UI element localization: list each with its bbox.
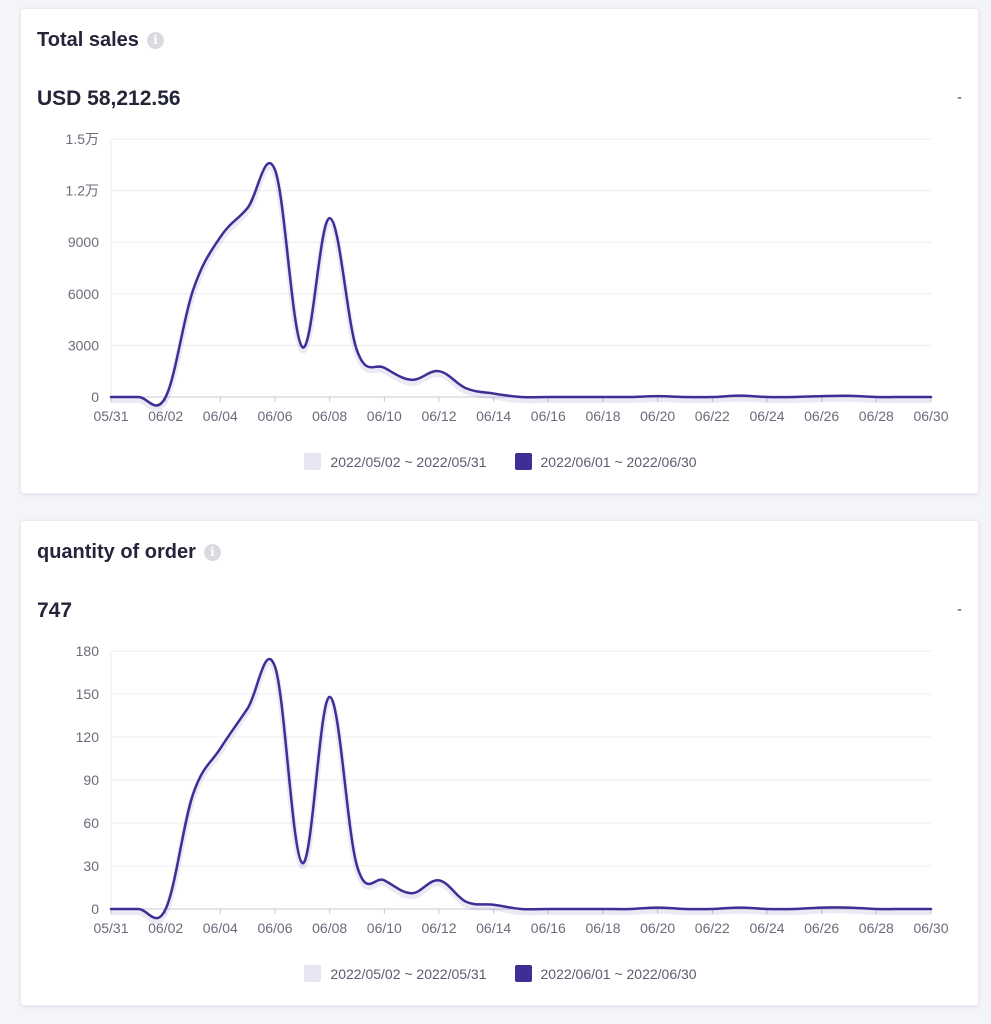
x-tick-label: 06/08 <box>312 920 347 936</box>
x-tick-label: 06/24 <box>749 920 784 936</box>
x-tick-label: 06/22 <box>695 408 730 424</box>
x-tick-label: 06/26 <box>804 408 839 424</box>
x-tick-label: 06/28 <box>859 920 894 936</box>
y-tick-label: 9000 <box>68 234 99 250</box>
card-title: quantity of order i <box>37 541 221 564</box>
x-tick-label: 06/04 <box>203 920 238 936</box>
x-tick-label: 06/30 <box>913 920 948 936</box>
x-tick-label: 06/14 <box>476 920 511 936</box>
total-sales-chart: 0 3000 6000 9000 1.2万 1.5万 05/31 06/02 06/04 06/0… <box>66 131 949 424</box>
chart-legend: 2022/05/02 ~ 2022/05/31 2022/06/01 ~ 202… <box>21 965 980 982</box>
legend-label-previous: 2022/05/02 ~ 2022/05/31 <box>330 453 487 470</box>
quantity-of-order-title: quantity of order <box>37 541 196 563</box>
x-tick-label: 06/24 <box>749 408 784 424</box>
x-tick-label: 06/18 <box>585 920 620 936</box>
legend-label-current: 2022/06/01 ~ 2022/06/30 <box>540 965 697 982</box>
x-tick-label: 06/06 <box>257 920 292 936</box>
y-tick-label: 1.2万 <box>66 183 99 199</box>
legend-label-current: 2022/06/01 ~ 2022/06/30 <box>540 453 697 470</box>
x-tick-label: 06/10 <box>367 920 402 936</box>
card-title: Total sales i <box>37 29 164 52</box>
legend-swatch-previous <box>304 453 322 470</box>
x-tick-label: 06/12 <box>421 920 456 936</box>
x-tick-label: 06/16 <box>531 408 566 424</box>
info-icon[interactable]: i <box>203 544 221 561</box>
y-tick-label: 180 <box>76 643 100 659</box>
quantity-of-order-card: quantity of order i 747 - 0 30 60 90 120 150 1… <box>20 520 979 1006</box>
legend-item-current[interactable]: 2022/06/01 ~ 2022/06/30 <box>514 453 697 470</box>
x-tick-label: 06/02 <box>148 920 183 936</box>
chart-legend: 2022/05/02 ~ 2022/05/31 2022/06/01 ~ 202… <box>21 453 980 470</box>
y-tick-label: 60 <box>83 815 99 831</box>
x-tick-label: 06/26 <box>804 920 839 936</box>
quantity-of-order-chart: 0 30 60 90 120 150 180 05/31 06/02 06/04 06/06 06/0… <box>76 643 949 936</box>
total-sales-title: Total sales <box>37 29 139 51</box>
y-tick-label: 3000 <box>68 337 99 353</box>
quantity-of-order-value: 747 <box>37 599 73 622</box>
y-tick-label: 1.5万 <box>66 131 99 147</box>
info-icon[interactable]: i <box>146 32 164 49</box>
x-tick-label: 05/31 <box>93 408 128 424</box>
x-tick-label: 06/02 <box>148 408 183 424</box>
series-line <box>109 161 933 407</box>
x-tick-label: 06/10 <box>367 408 402 424</box>
y-tick-label: 150 <box>76 686 100 702</box>
legend-item-previous[interactable]: 2022/05/02 ~ 2022/05/31 <box>304 965 487 982</box>
x-tick-label: 06/04 <box>203 408 238 424</box>
x-tick-label: 06/14 <box>476 408 511 424</box>
x-tick-label: 06/18 <box>585 408 620 424</box>
x-tick-label: 06/08 <box>312 408 347 424</box>
x-tick-label: 06/20 <box>640 920 675 936</box>
legend-swatch-current <box>514 965 532 982</box>
x-tick-label: 06/22 <box>695 920 730 936</box>
legend-item-previous[interactable]: 2022/05/02 ~ 2022/05/31 <box>304 453 487 470</box>
y-tick-label: 0 <box>91 389 99 405</box>
legend-item-current[interactable]: 2022/06/01 ~ 2022/06/30 <box>514 965 697 982</box>
x-tick-label: 06/30 <box>913 408 948 424</box>
total-sales-change: - <box>957 89 962 106</box>
x-tick-label: 06/06 <box>257 408 292 424</box>
quantity-of-order-change: - <box>957 601 962 618</box>
legend-label-previous: 2022/05/02 ~ 2022/05/31 <box>330 965 487 982</box>
y-tick-label: 30 <box>83 858 99 874</box>
total-sales-value: USD 58,212.56 <box>37 87 181 110</box>
x-tick-label: 05/31 <box>93 920 128 936</box>
series-line-shadow <box>111 163 931 412</box>
total-sales-card: Total sales i USD 58,212.56 - 0 3000 6000 9… <box>20 8 979 494</box>
x-tick-label: 06/16 <box>531 920 566 936</box>
series-line-shadow <box>111 659 931 925</box>
x-tick-label: 06/28 <box>859 408 894 424</box>
series-line <box>109 657 933 920</box>
y-tick-label: 120 <box>76 729 100 745</box>
y-tick-label: 0 <box>91 901 99 917</box>
x-tick-label: 06/20 <box>640 408 675 424</box>
legend-swatch-previous <box>304 965 322 982</box>
x-tick-label: 06/12 <box>421 408 456 424</box>
y-tick-label: 6000 <box>68 286 99 302</box>
y-tick-label: 90 <box>83 772 99 788</box>
legend-swatch-current <box>514 453 532 470</box>
